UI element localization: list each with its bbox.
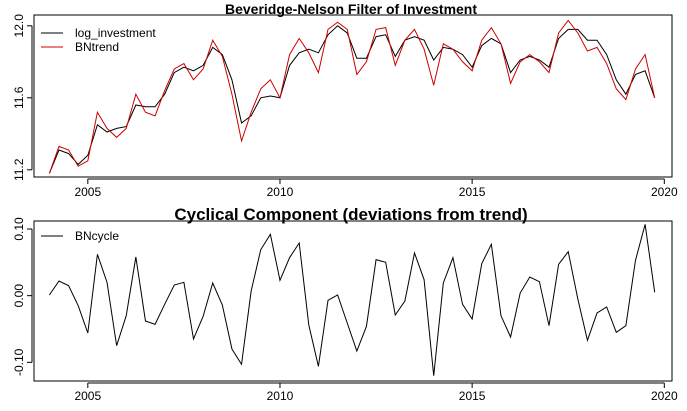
top-chart-title: Beveridge-Nelson Filter of Investment [225,1,477,17]
top-panel: Beveridge-Nelson Filter of Investment 20… [12,1,678,199]
legend-label-bntrend: BNtrend [75,40,119,54]
top-x-tick-label: 2010 [267,185,294,199]
bottom-series-layer [48,224,656,376]
bottom-x-axis: 2005 2010 2015 2020 [74,382,678,403]
top-y-tick-label: 11.6 [12,86,26,109]
top-plot-frame [33,14,673,178]
bottom-y-tick-label: -0.10 [12,348,26,376]
bottom-x-tick-label: 2015 [459,389,486,403]
top-x-tick-label: 2020 [651,185,678,199]
top-series-layer [48,19,656,174]
top-x-tick-label: 2015 [459,185,486,199]
legend-label-log-investment: log_investment [75,26,156,40]
bottom-x-tick-label: 2005 [74,389,101,403]
bottom-x-tick-label: 2020 [651,389,678,403]
top-x-tick-label: 2005 [74,185,101,199]
top-series-line-log-investment [48,25,656,174]
top-series-line-bntrend [48,19,656,174]
top-y-tick-label: 11.2 [12,158,26,181]
bottom-y-tick-label: 0.00 [12,284,26,308]
bottom-panel: Cyclical Component (deviations from tren… [12,205,678,403]
top-legend: log_investment BNtrend [41,26,156,54]
top-y-axis: 11.2 11.6 12.0 [12,14,33,181]
bottom-x-tick-label: 2010 [267,389,294,403]
bottom-legend: BNcycle [41,229,119,243]
bottom-series-line-bncycle [48,224,656,376]
bottom-plot-frame [33,220,673,382]
bottom-y-axis: -0.10 0.00 0.10 [12,217,33,376]
bottom-y-tick-label: 0.10 [12,217,26,241]
top-y-tick-label: 12.0 [12,14,26,38]
top-x-axis: 2005 2010 2015 2020 [74,178,678,199]
legend-label-bncycle: BNcycle [75,229,119,243]
bottom-chart-title: Cyclical Component (deviations from tren… [174,205,527,224]
